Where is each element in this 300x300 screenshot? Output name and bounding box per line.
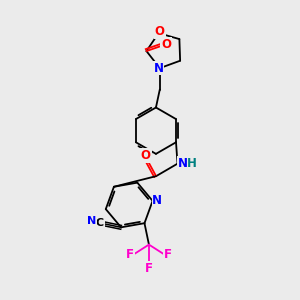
- Text: F: F: [145, 262, 153, 275]
- Text: O: O: [141, 149, 151, 162]
- Text: F: F: [164, 248, 172, 261]
- Text: F: F: [126, 248, 134, 261]
- Text: H: H: [187, 157, 197, 170]
- Text: C: C: [96, 218, 104, 228]
- Text: O: O: [155, 26, 165, 38]
- Text: O: O: [161, 38, 171, 51]
- Text: N: N: [87, 216, 96, 226]
- Text: N: N: [152, 194, 162, 207]
- Text: N: N: [178, 157, 188, 170]
- Text: N: N: [154, 61, 164, 75]
